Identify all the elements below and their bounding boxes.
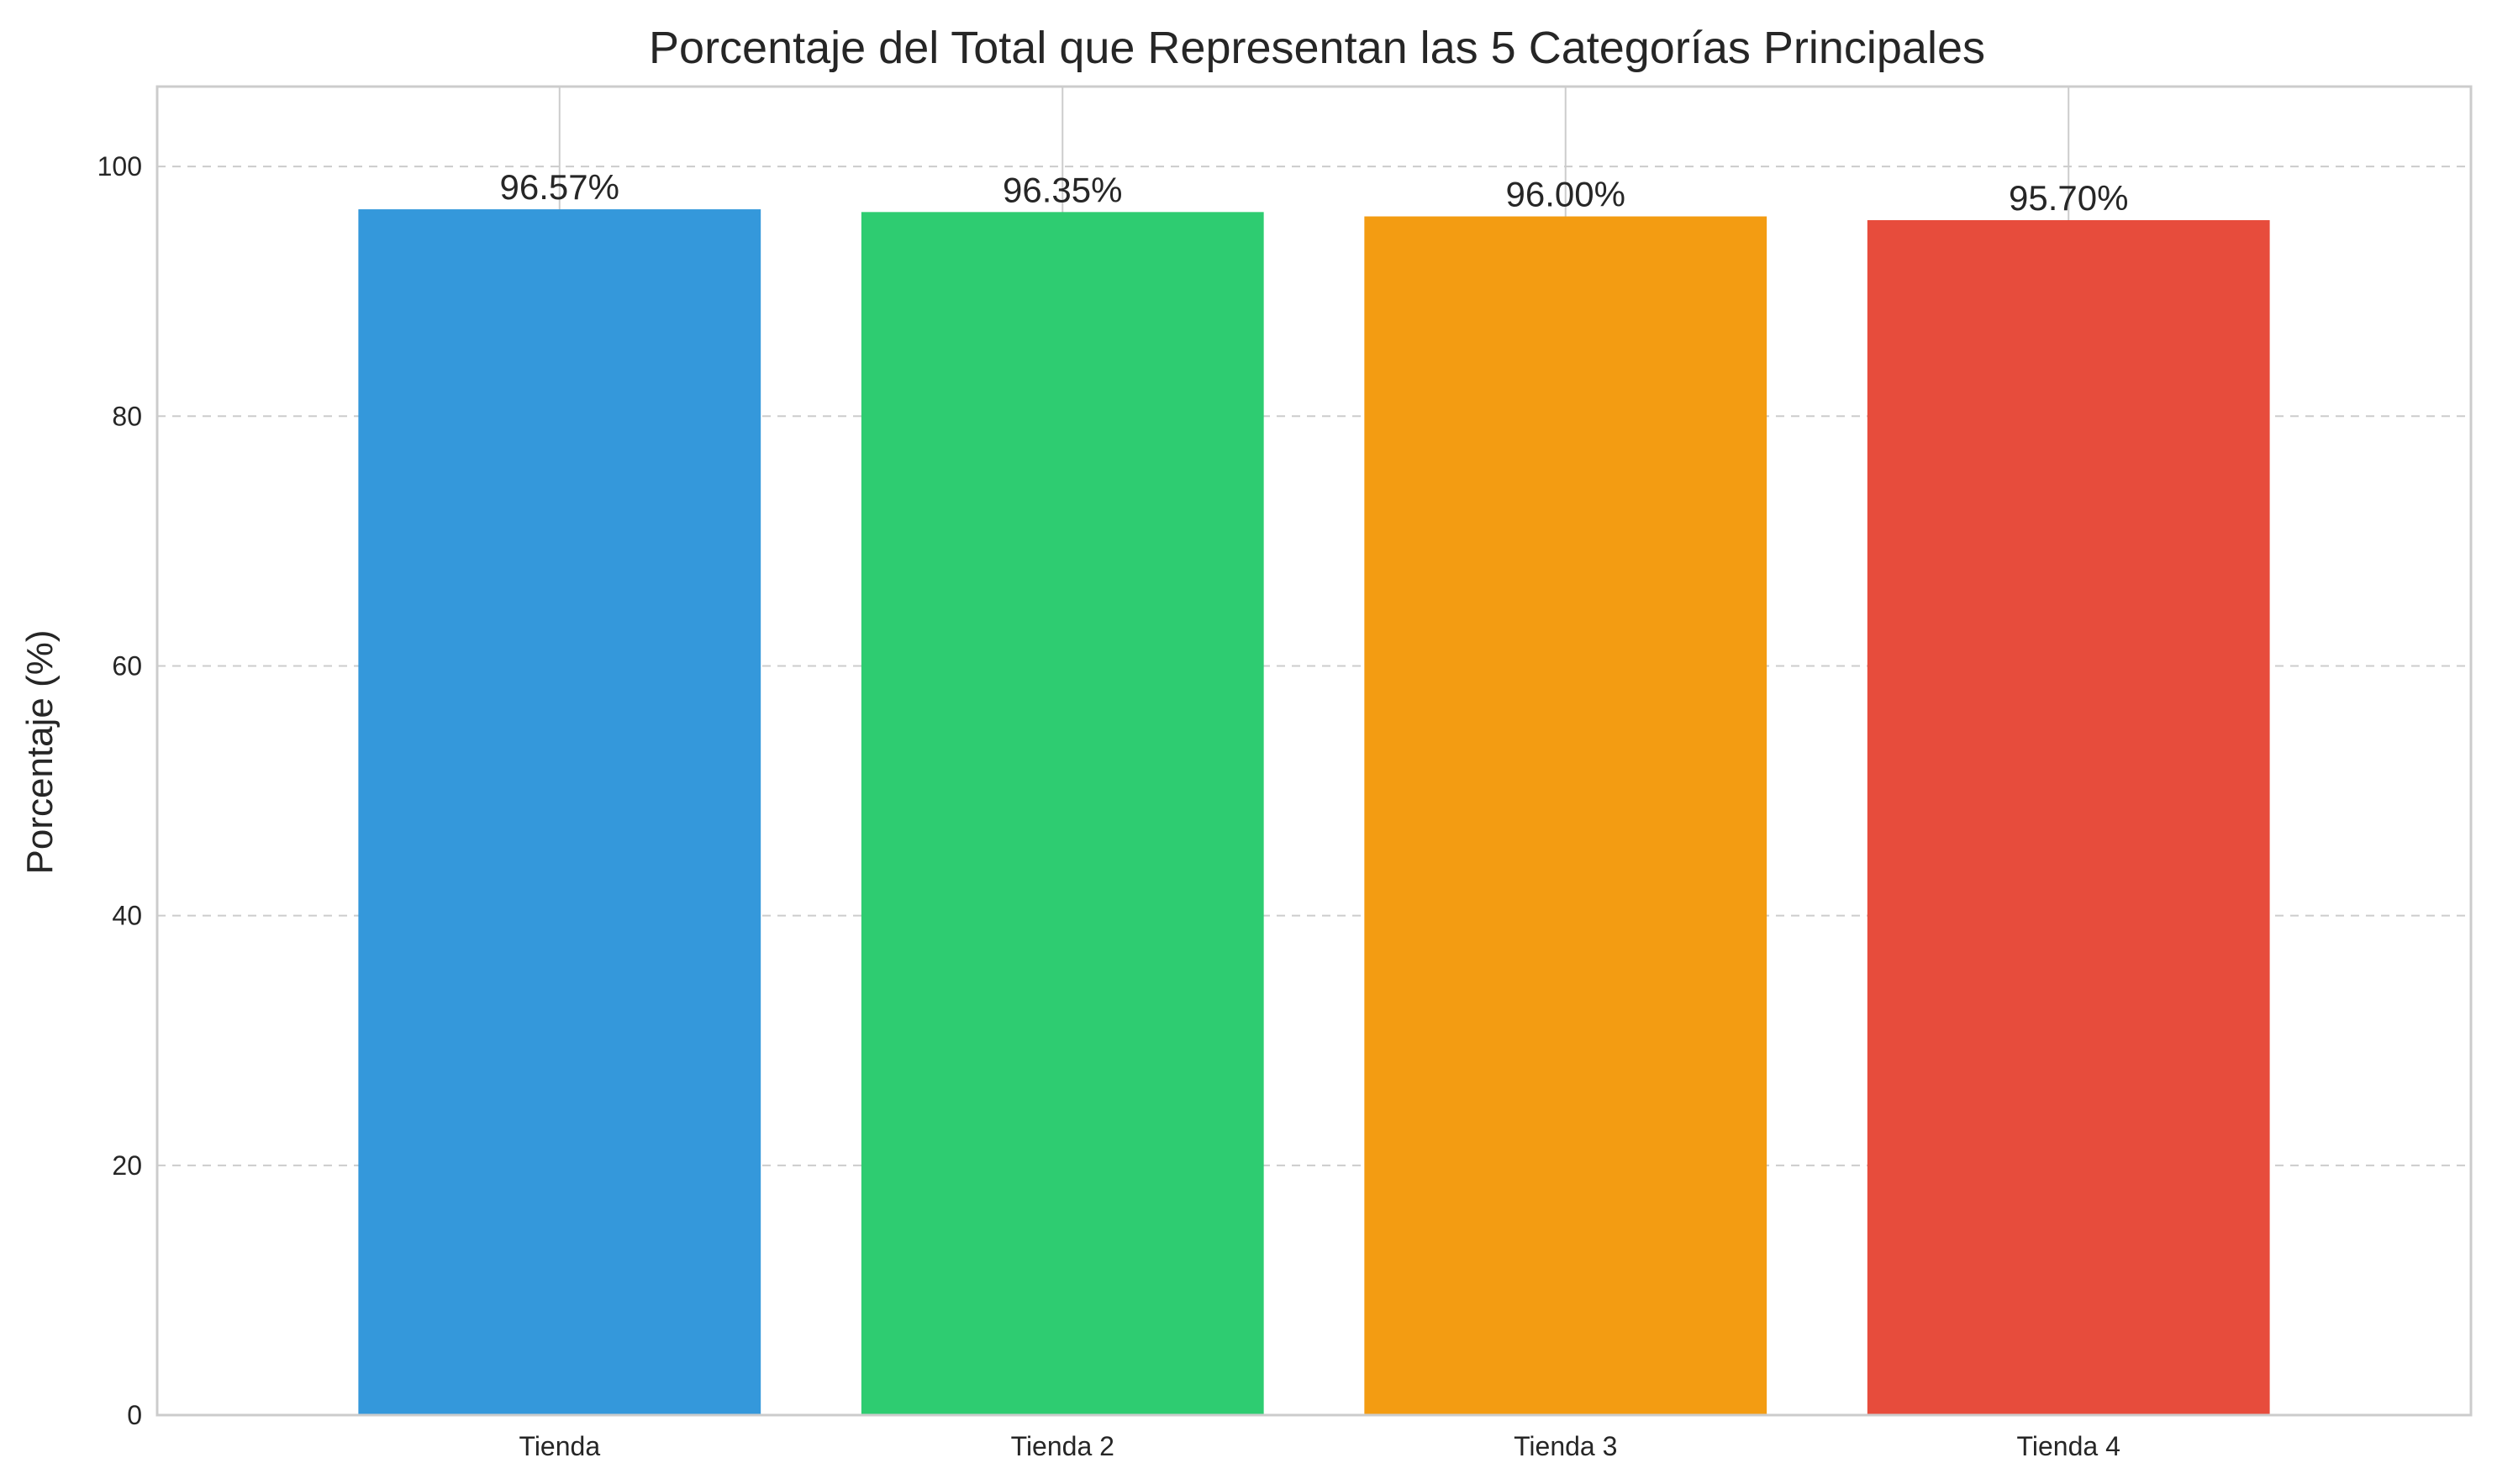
bar-4 [1867,219,2270,1415]
y-axis-label: Porcentaje (%) [19,629,61,874]
y-tick-label: 0 [127,1400,142,1430]
chart-title: Porcentaje del Total que Representan las… [649,23,1985,73]
bar-3 [1364,216,1767,1416]
plot-area: 0 20 40 60 80 100 96.57% 96.35% 96.00% 95.70% Tien… [97,85,2473,1461]
data-label-3: 96.00% [1506,175,1625,214]
x-tick-label: Tienda [519,1431,600,1461]
x-tick-label: Tienda 2 [1011,1431,1114,1461]
y-tick-label: 60 [112,650,142,681]
y-tick-label: 100 [97,151,142,182]
y-tick-label: 80 [112,401,142,431]
plot-frame [155,85,2473,1417]
y-tick-label: 20 [112,1150,142,1181]
y-tick-label: 40 [112,901,142,931]
data-label-2: 96.35% [1003,170,1122,209]
data-label-1: 96.57% [500,167,619,207]
x-tick-label: Tienda 3 [1514,1431,1617,1461]
bar-1 [358,209,761,1415]
data-label-4: 95.70% [2009,178,2128,218]
bar-2 [861,212,1264,1416]
x-tick-label: Tienda 4 [2017,1431,2120,1461]
